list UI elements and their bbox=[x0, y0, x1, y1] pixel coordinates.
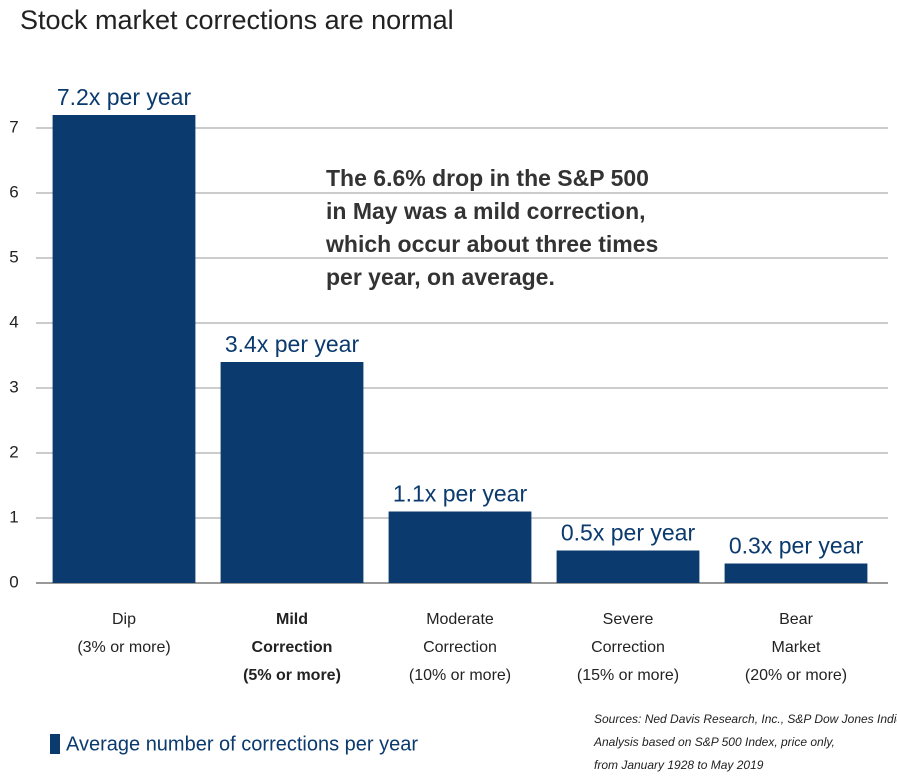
y-tick-label: 1 bbox=[9, 507, 18, 526]
value-label: 1.1x per year bbox=[393, 481, 528, 507]
source-note: Sources: Ned Davis Research, Inc., S&P D… bbox=[594, 712, 897, 726]
bar bbox=[52, 115, 196, 583]
chart-title: Stock market corrections are normal bbox=[20, 5, 454, 35]
x-tick-label: (10% or more) bbox=[409, 667, 511, 684]
value-label: 0.5x per year bbox=[561, 520, 696, 546]
legend-swatch bbox=[50, 734, 60, 754]
x-tick-label: Market bbox=[772, 639, 821, 656]
x-tick-label: (15% or more) bbox=[577, 667, 679, 684]
x-tick-label: (5% or more) bbox=[243, 667, 341, 684]
x-tick-label: Mild bbox=[276, 611, 308, 628]
y-tick-label: 4 bbox=[9, 312, 18, 331]
x-tick-label: Correction bbox=[591, 639, 665, 656]
x-tick-label: (3% or more) bbox=[77, 639, 170, 656]
y-tick-label: 7 bbox=[9, 117, 18, 136]
annotation: The 6.6% drop in the S&P 500 bbox=[326, 165, 649, 191]
annotation: per year, on average. bbox=[326, 264, 555, 290]
x-tick-label: Severe bbox=[603, 611, 654, 628]
x-tick-label: Correction bbox=[252, 639, 333, 656]
bar bbox=[724, 563, 868, 583]
bar bbox=[556, 550, 700, 583]
annotation: in May was a mild correction, bbox=[326, 198, 646, 224]
x-tick-label: Moderate bbox=[426, 611, 494, 628]
y-tick-label: 3 bbox=[9, 377, 18, 396]
annotation: which occur about three times bbox=[325, 231, 658, 257]
x-tick-label: Bear bbox=[779, 611, 813, 628]
bar bbox=[388, 511, 532, 583]
value-label: 0.3x per year bbox=[729, 533, 864, 559]
value-label: 3.4x per year bbox=[225, 331, 360, 357]
y-tick-label: 0 bbox=[9, 572, 18, 591]
source-note: from January 1928 to May 2019 bbox=[594, 758, 764, 772]
y-tick-label: 6 bbox=[9, 182, 18, 201]
x-tick-label: (20% or more) bbox=[745, 667, 847, 684]
legend-label: Average number of corrections per year bbox=[66, 733, 418, 755]
source-note: Analysis based on S&P 500 Index, price o… bbox=[593, 735, 835, 749]
y-tick-label: 2 bbox=[9, 442, 18, 461]
x-tick-label: Correction bbox=[423, 639, 497, 656]
x-tick-label: Dip bbox=[112, 611, 136, 628]
y-tick-label: 5 bbox=[9, 247, 18, 266]
value-label: 7.2x per year bbox=[57, 84, 192, 110]
bar bbox=[220, 362, 364, 583]
